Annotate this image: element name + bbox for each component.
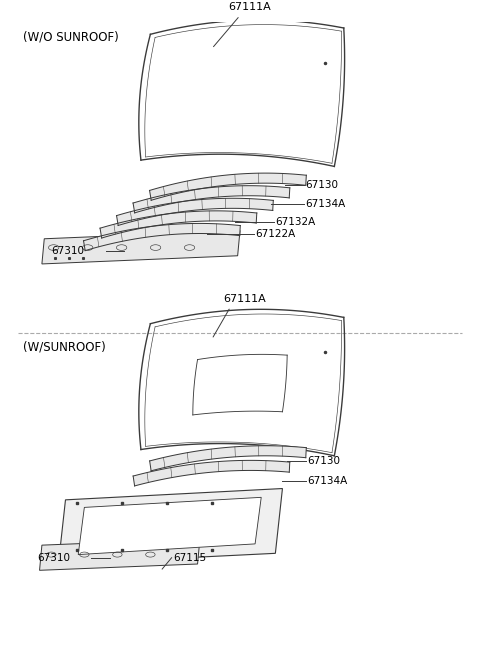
Text: 67310: 67310	[37, 553, 70, 563]
Text: 67134A: 67134A	[305, 199, 345, 209]
Polygon shape	[150, 173, 306, 200]
Text: 67310: 67310	[51, 246, 84, 256]
Text: 67122A: 67122A	[255, 229, 296, 238]
Text: 67132A: 67132A	[276, 217, 316, 227]
Polygon shape	[150, 446, 306, 471]
Polygon shape	[59, 489, 282, 564]
Text: (W/SUNROOF): (W/SUNROOF)	[23, 341, 106, 354]
Text: 67115: 67115	[173, 553, 206, 563]
Polygon shape	[133, 185, 290, 213]
Text: 67130: 67130	[305, 180, 338, 191]
Text: 67134A: 67134A	[308, 476, 348, 486]
Polygon shape	[78, 497, 261, 555]
Polygon shape	[117, 198, 273, 225]
Text: 67111A: 67111A	[223, 293, 266, 303]
Polygon shape	[39, 539, 200, 571]
Polygon shape	[100, 211, 257, 238]
Text: 67130: 67130	[308, 456, 340, 466]
Polygon shape	[133, 460, 290, 486]
Text: (W/O SUNROOF): (W/O SUNROOF)	[23, 31, 119, 44]
Polygon shape	[42, 231, 240, 264]
Text: 67111A: 67111A	[228, 3, 271, 12]
Polygon shape	[84, 223, 240, 251]
